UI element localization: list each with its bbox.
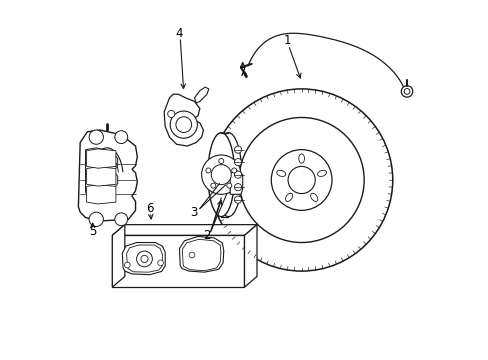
Circle shape <box>218 158 224 163</box>
Ellipse shape <box>207 133 234 217</box>
Polygon shape <box>86 167 116 186</box>
Ellipse shape <box>298 154 304 163</box>
Circle shape <box>401 86 412 97</box>
Circle shape <box>141 255 148 262</box>
Text: 4: 4 <box>175 27 183 40</box>
Polygon shape <box>194 87 208 103</box>
Circle shape <box>176 117 191 132</box>
Circle shape <box>115 213 127 226</box>
Text: 5: 5 <box>89 225 96 238</box>
Circle shape <box>170 111 197 138</box>
Circle shape <box>89 212 103 226</box>
Circle shape <box>287 166 315 194</box>
Circle shape <box>239 117 364 243</box>
Text: 1: 1 <box>283 34 290 47</box>
Circle shape <box>201 155 241 194</box>
Ellipse shape <box>276 170 285 176</box>
Polygon shape <box>230 171 242 194</box>
Text: 6: 6 <box>146 202 153 215</box>
Ellipse shape <box>310 193 317 202</box>
Circle shape <box>231 168 236 173</box>
Text: 3: 3 <box>190 206 197 219</box>
Circle shape <box>234 146 241 153</box>
Circle shape <box>234 171 241 178</box>
Polygon shape <box>85 148 118 176</box>
Polygon shape <box>86 149 116 168</box>
Ellipse shape <box>215 133 242 217</box>
Polygon shape <box>85 166 118 194</box>
Circle shape <box>226 183 231 188</box>
Circle shape <box>89 130 103 144</box>
Polygon shape <box>78 130 137 221</box>
Circle shape <box>124 262 130 268</box>
Circle shape <box>167 111 175 117</box>
Circle shape <box>211 165 231 185</box>
Polygon shape <box>112 235 244 287</box>
Circle shape <box>234 184 241 191</box>
Circle shape <box>136 251 152 267</box>
Polygon shape <box>86 185 116 204</box>
Polygon shape <box>122 243 165 275</box>
Circle shape <box>115 131 127 144</box>
Circle shape <box>210 89 392 271</box>
Circle shape <box>271 150 331 210</box>
Polygon shape <box>179 237 224 272</box>
Circle shape <box>404 89 409 94</box>
Polygon shape <box>164 94 203 146</box>
Circle shape <box>157 260 163 266</box>
Ellipse shape <box>317 170 326 176</box>
Polygon shape <box>112 225 257 235</box>
Polygon shape <box>244 225 257 287</box>
Circle shape <box>210 183 215 188</box>
Text: 2: 2 <box>203 229 210 242</box>
Circle shape <box>234 158 241 166</box>
Circle shape <box>234 196 241 203</box>
Polygon shape <box>126 245 162 272</box>
Circle shape <box>205 168 210 173</box>
Circle shape <box>189 252 194 258</box>
Polygon shape <box>112 225 124 287</box>
Text: 7: 7 <box>239 66 246 79</box>
Ellipse shape <box>285 193 292 202</box>
Polygon shape <box>182 239 221 271</box>
